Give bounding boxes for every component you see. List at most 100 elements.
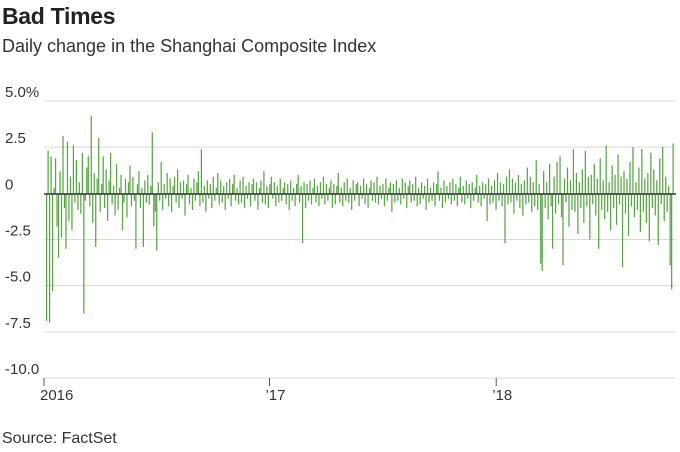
bar: [358, 194, 360, 207]
bar: [553, 176, 555, 194]
bar: [583, 194, 585, 223]
bar: [415, 176, 417, 194]
bar: [669, 194, 671, 266]
bar: [471, 182, 473, 194]
bar: [199, 194, 201, 207]
bar: [633, 194, 636, 218]
bar: [483, 194, 485, 199]
bar: [63, 194, 66, 209]
bar: [592, 194, 594, 205]
bar: [126, 194, 128, 218]
bar: [473, 194, 475, 201]
bar: [489, 194, 491, 205]
bar: [400, 194, 402, 205]
bar: [154, 194, 156, 212]
bar: [569, 180, 572, 194]
bar: [284, 182, 286, 194]
bar: [468, 184, 470, 194]
bar: [611, 165, 613, 194]
bar: [343, 182, 345, 194]
bar: [78, 182, 80, 194]
bar: [499, 182, 502, 194]
bar: [60, 194, 63, 238]
bar: [479, 185, 481, 194]
bar: [571, 194, 573, 210]
bar: [187, 174, 189, 194]
bar: [474, 187, 476, 194]
bar: [87, 156, 89, 194]
bar: [395, 180, 397, 194]
bar: [543, 171, 545, 194]
bar: [638, 167, 640, 194]
bar: [276, 185, 278, 194]
bar: [293, 187, 295, 194]
bar: [303, 182, 305, 194]
bar: [447, 194, 450, 199]
bar: [342, 194, 344, 207]
bar: [354, 194, 356, 201]
bar: [480, 194, 482, 207]
bar: [300, 185, 302, 194]
bar: [171, 194, 173, 212]
bar: [511, 178, 514, 194]
bar: [191, 194, 194, 210]
bar: [135, 194, 137, 249]
bar: [218, 194, 220, 205]
bar: [502, 184, 505, 194]
bar: [351, 194, 353, 210]
bar: [255, 182, 258, 194]
bar: [596, 178, 598, 194]
bar: [193, 178, 195, 194]
bar: [412, 184, 414, 194]
bar: [607, 194, 609, 212]
bar: [549, 163, 551, 194]
bar: [56, 194, 58, 227]
bar: [145, 194, 147, 203]
bar: [80, 194, 82, 214]
bar: [508, 169, 511, 194]
bar: [626, 178, 628, 194]
bar: [651, 194, 653, 209]
bar: [361, 194, 363, 199]
bar: [501, 194, 503, 207]
bar: [237, 194, 240, 205]
bar: [635, 182, 637, 194]
bar: [298, 194, 301, 203]
bar: [432, 182, 435, 194]
bar: [590, 174, 592, 194]
bar: [324, 194, 326, 205]
bar: [144, 180, 146, 194]
bar: [645, 194, 647, 223]
bar: [102, 156, 104, 194]
bar: [212, 176, 214, 194]
bar: [214, 194, 216, 201]
bar: [182, 180, 185, 194]
bar: [349, 187, 351, 194]
bar: [374, 194, 377, 203]
bar: [529, 176, 531, 194]
bar: [337, 173, 339, 194]
bar: [406, 194, 408, 209]
bar: [431, 194, 433, 201]
bar: [476, 174, 478, 194]
bar: [671, 194, 673, 290]
bar: [462, 185, 464, 194]
bar: [260, 180, 262, 194]
bar: [109, 152, 112, 194]
bar: [490, 185, 493, 194]
bar: [517, 174, 519, 194]
bar: [72, 145, 75, 194]
bar: [309, 180, 311, 194]
bar: [163, 184, 165, 194]
bar: [419, 194, 421, 205]
bar: [118, 187, 121, 194]
bar: [426, 178, 429, 194]
bar: [621, 194, 624, 268]
bar: [604, 194, 606, 220]
bar: [345, 194, 347, 201]
bar: [294, 194, 296, 207]
bar: [239, 180, 241, 194]
bar: [185, 184, 188, 194]
bar: [151, 132, 153, 194]
bar: [75, 160, 78, 194]
